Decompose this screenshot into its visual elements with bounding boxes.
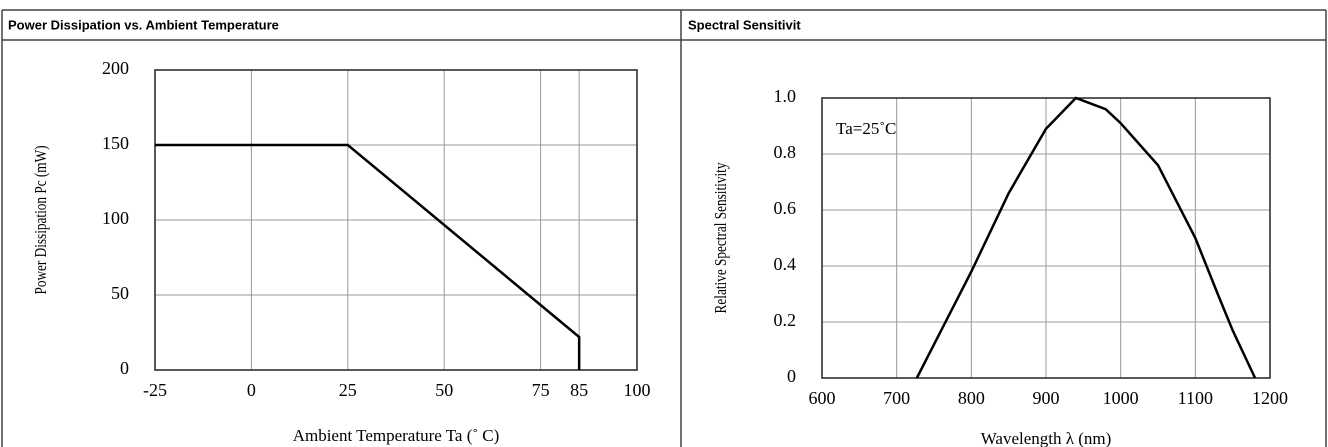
y-axis-label: Relative Spectral Sensitivity <box>711 162 730 313</box>
x-tick-label: 100 <box>624 380 651 400</box>
x-tick-label: 900 <box>1033 388 1060 408</box>
y-tick-label: 0 <box>787 366 796 386</box>
data-line <box>915 96 1257 379</box>
x-tick-label: 50 <box>435 380 453 400</box>
panel-title: Power Dissipation vs. Ambient Temperatur… <box>8 17 279 32</box>
y-tick-label: 0.2 <box>774 310 797 330</box>
x-tick-label: 25 <box>339 380 357 400</box>
y-axis-label: Power Dissipation Pc (mW) <box>31 145 50 294</box>
y-tick-label: 0.8 <box>774 142 797 162</box>
panel-title: Spectral Sensitivit <box>688 17 801 32</box>
x-tick-label: 800 <box>958 388 985 408</box>
x-tick-label: 75 <box>532 380 550 400</box>
x-tick-label: 1200 <box>1252 388 1288 408</box>
y-tick-label: 0.4 <box>774 254 797 274</box>
y-tick-label: 150 <box>102 133 129 153</box>
x-tick-label: -25 <box>143 380 167 400</box>
x-tick-label: 85 <box>570 380 588 400</box>
x-axis-label: Wavelength λ (nm) <box>981 429 1112 447</box>
plot-frame <box>821 97 1271 379</box>
x-axis-label: Ambient Temperature Ta (˚ C) <box>293 426 500 445</box>
y-tick-label: 0.6 <box>774 198 797 218</box>
y-tick-label: 200 <box>102 58 129 78</box>
x-tick-label: 700 <box>883 388 910 408</box>
x-tick-label: 1100 <box>1178 388 1213 408</box>
y-tick-label: 100 <box>102 208 129 228</box>
y-tick-label: 1.0 <box>774 86 797 106</box>
x-tick-label: 0 <box>247 380 256 400</box>
y-tick-label: 50 <box>111 283 129 303</box>
y-tick-label: 0 <box>120 358 129 378</box>
plot-frame <box>154 69 638 371</box>
x-tick-label: 1000 <box>1103 388 1139 408</box>
x-tick-label: 600 <box>809 388 836 408</box>
annotation: Ta=25˚C <box>836 119 896 138</box>
data-line <box>155 143 581 370</box>
